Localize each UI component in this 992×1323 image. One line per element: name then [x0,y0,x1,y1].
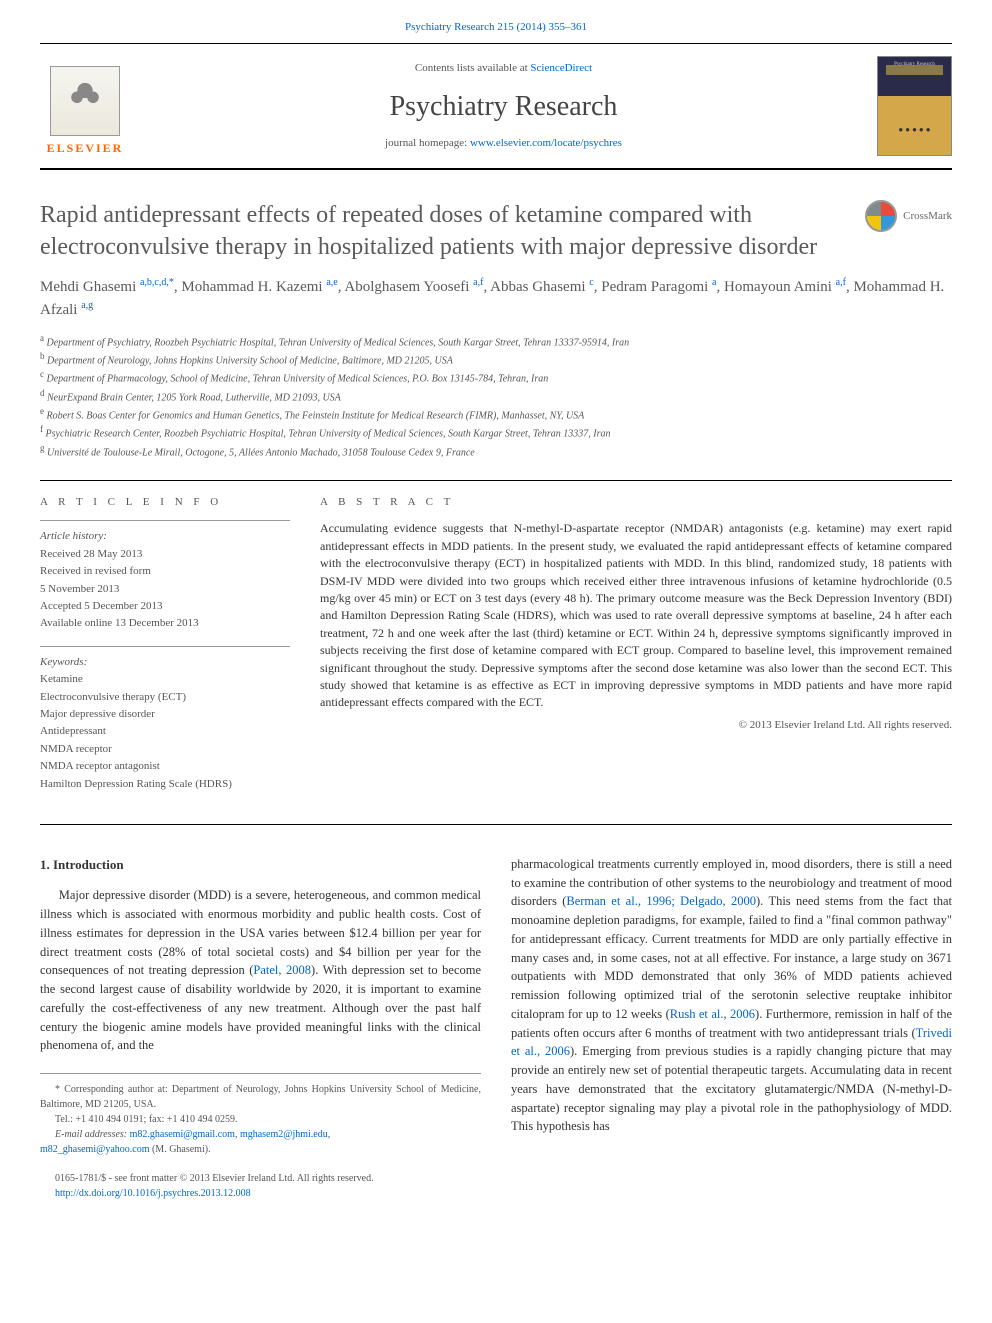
publisher-logo: ELSEVIER [40,56,130,156]
email-sep-2: , [328,1129,331,1140]
history-line: 5 November 2013 [40,582,290,597]
history-line: Received in revised form [40,564,290,579]
doi-link[interactable]: http://dx.doi.org/10.1016/j.psychres.201… [55,1188,251,1199]
email-author-name: (M. Ghasemi). [149,1144,210,1155]
journal-header: ELSEVIER Contents lists available at Sci… [40,43,952,170]
email-3[interactable]: m82_ghasemi@yahoo.com [40,1144,149,1155]
history-line: Accepted 5 December 2013 [40,599,290,614]
crossmark-label: CrossMark [903,209,952,224]
p2-text-b: ). This need stems from the fact that mo… [511,894,952,1021]
intro-paragraph-1: Major depressive disorder (MDD) is a sev… [40,886,481,1055]
email-line: E-mail addresses: m82.ghasemi@gmail.com,… [40,1127,481,1157]
journal-homepage-line: journal homepage: www.elsevier.com/locat… [130,136,877,151]
email-2[interactable]: mghasem2@jhmi.edu [240,1129,328,1140]
article-info-column: A R T I C L E I N F O Article history: R… [40,495,290,806]
bottom-metadata: 0165-1781/$ - see front matter © 2013 El… [40,1171,481,1201]
affiliation-line: g Université de Toulouse-Le Mirail, Octo… [40,442,952,460]
affiliation-line: f Psychiatric Research Center, Roozbeh P… [40,423,952,441]
crossmark-icon [865,200,897,232]
abstract-text: Accumulating evidence suggests that N-me… [320,520,952,711]
publisher-name: ELSEVIER [47,140,124,157]
abstract-label: A B S T R A C T [320,495,952,510]
homepage-label: journal homepage: [385,137,470,149]
body-column-right: pharmacological treatments currently emp… [511,855,952,1201]
contents-text: Contents lists available at [415,62,530,74]
issn-copyright: 0165-1781/$ - see front matter © 2013 El… [40,1171,481,1186]
telephone-fax: Tel.: +1 410 494 0191; fax: +1 410 494 0… [40,1112,481,1127]
history-line: Received 28 May 2013 [40,547,290,562]
affiliations-list: a Department of Psychiatry, Roozbeh Psyc… [40,332,952,460]
citation-patel-2008[interactable]: Patel, 2008 [253,963,311,977]
keyword-line: Electroconvulsive therapy (ECT) [40,690,290,705]
journal-ref-link[interactable]: Psychiatry Research 215 (2014) 355–361 [405,21,587,33]
affiliation-line: b Department of Neurology, Johns Hopkins… [40,350,952,368]
citation-rush-2006[interactable]: Rush et al., 2006 [670,1007,755,1021]
abstract-column: A B S T R A C T Accumulating evidence su… [320,495,952,806]
keywords-block: Keywords: Ketamine Electroconvulsive ther… [40,646,290,792]
contents-available-line: Contents lists available at ScienceDirec… [130,61,877,76]
keywords-label: Keywords: [40,656,87,668]
history-line: Available online 13 December 2013 [40,616,290,631]
sciencedirect-link[interactable]: ScienceDirect [530,62,592,74]
p2-text-d: ). Emerging from previous studies is a r… [511,1044,952,1133]
affiliation-line: e Robert S. Boas Center for Genomics and… [40,405,952,423]
affiliation-line: c Department of Pharmacology, School of … [40,368,952,386]
introduction-heading: 1. Introduction [40,855,481,875]
divider [40,824,952,825]
body-column-left: 1. Introduction Major depressive disorde… [40,855,481,1201]
email-label: E-mail addresses: [55,1129,130,1140]
keyword-line: Ketamine [40,672,290,687]
article-history-block: Article history: Received 28 May 2013 Rec… [40,520,290,631]
title-row: Rapid antidepressant effects of repeated… [40,200,952,262]
intro-paragraph-continued: pharmacological treatments currently emp… [511,855,952,1136]
history-label: Article history: [40,530,107,542]
article-title: Rapid antidepressant effects of repeated… [40,200,849,262]
crossmark-badge[interactable]: CrossMark [865,200,952,232]
authors-list: Mehdi Ghasemi a,b,c,d,*, Mohammad H. Kaz… [40,275,952,322]
affiliation-line: d NeurExpand Brain Center, 1205 York Roa… [40,387,952,405]
keyword-line: Hamilton Depression Rating Scale (HDRS) [40,777,290,792]
cover-label: Psychiatry Research [882,61,947,68]
citation-berman-delgado[interactable]: Berman et al., 1996; Delgado, 2000 [566,894,756,908]
header-center: Contents lists available at ScienceDirec… [130,61,877,151]
keyword-line: Major depressive disorder [40,707,290,722]
keyword-line: NMDA receptor [40,742,290,757]
journal-cover-thumbnail: Psychiatry Research [877,56,952,156]
correspondence-footnotes: * Corresponding author at: Department of… [40,1073,481,1157]
info-abstract-row: A R T I C L E I N F O Article history: R… [40,480,952,806]
elsevier-tree-icon [50,66,120,136]
email-1[interactable]: m82.ghasemi@gmail.com [130,1129,235,1140]
abstract-copyright: © 2013 Elsevier Ireland Ltd. All rights … [320,718,952,733]
journal-reference-top: Psychiatry Research 215 (2014) 355–361 [40,20,952,35]
article-info-label: A R T I C L E I N F O [40,495,290,510]
affiliation-line: a Department of Psychiatry, Roozbeh Psyc… [40,332,952,350]
corresponding-author: * Corresponding author at: Department of… [40,1082,481,1112]
body-two-columns: 1. Introduction Major depressive disorde… [40,855,952,1201]
keyword-line: NMDA receptor antagonist [40,759,290,774]
journal-name: Psychiatry Research [130,87,877,126]
homepage-link[interactable]: www.elsevier.com/locate/psychres [470,137,622,149]
keyword-line: Antidepressant [40,724,290,739]
